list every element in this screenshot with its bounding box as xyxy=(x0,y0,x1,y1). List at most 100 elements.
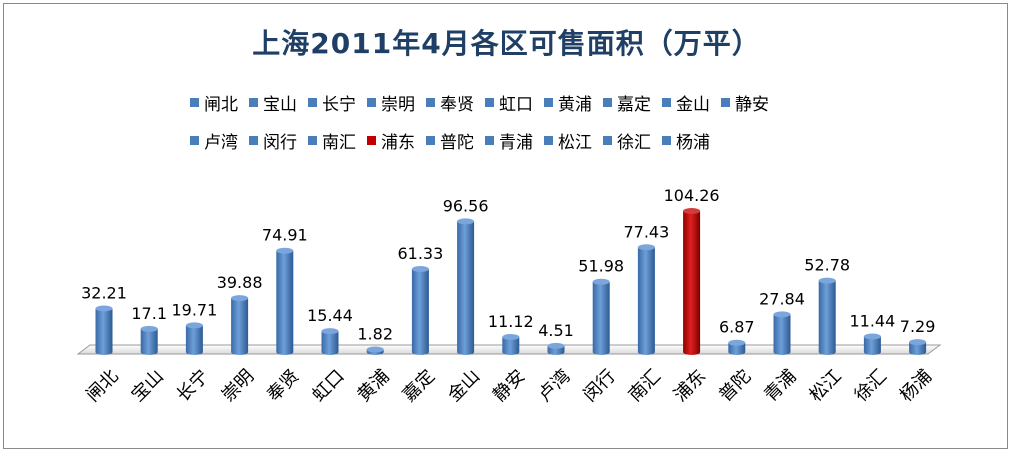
legend-swatch xyxy=(308,136,317,145)
legend-item: 静安 xyxy=(721,90,769,115)
bar-松江 xyxy=(818,277,836,355)
bar-奉贤 xyxy=(276,247,294,355)
category-label: 嘉定 xyxy=(399,366,439,406)
category-label: 南汇 xyxy=(625,366,665,406)
data-label: 39.88 xyxy=(217,273,263,292)
category-label: 奉贤 xyxy=(263,366,303,406)
category-label: 宝山 xyxy=(127,366,167,406)
bar-普陀 xyxy=(728,339,746,355)
bar-cap xyxy=(411,266,429,273)
legend-swatch xyxy=(190,136,199,145)
bar-cap xyxy=(547,342,565,349)
category-label: 崇明 xyxy=(218,366,258,406)
legend-label: 浦东 xyxy=(381,133,415,153)
bar-南汇 xyxy=(637,244,655,355)
category-label: 静安 xyxy=(489,366,529,406)
data-label: 32.21 xyxy=(81,283,127,302)
legend-item: 松江 xyxy=(544,128,592,153)
bar-静安 xyxy=(502,333,520,355)
bar-cap xyxy=(95,305,113,312)
legend-swatch xyxy=(603,136,612,145)
data-label: 104.26 xyxy=(664,186,720,205)
bar-body xyxy=(773,314,791,355)
legend-item: 金山 xyxy=(662,90,710,115)
legend-swatch xyxy=(426,136,435,145)
data-label: 27.84 xyxy=(759,289,805,308)
legend-item: 青浦 xyxy=(485,128,533,153)
legend-swatch xyxy=(308,98,317,107)
category-label: 杨浦 xyxy=(896,366,936,406)
legend-item: 嘉定 xyxy=(603,90,651,115)
bar-cap xyxy=(276,247,294,254)
bar-黄浦 xyxy=(366,346,384,355)
legend-label: 长宁 xyxy=(322,95,356,115)
legend-swatch xyxy=(190,98,199,107)
legend-item: 闵行 xyxy=(249,128,297,153)
bar-cap xyxy=(231,295,249,302)
category-label: 卢湾 xyxy=(534,366,574,406)
bar-cap xyxy=(366,346,384,353)
legend-item: 奉贤 xyxy=(426,90,474,115)
data-label: 52.78 xyxy=(804,256,850,275)
bar-body xyxy=(457,221,475,355)
bar-cap xyxy=(863,333,881,340)
bar-宝山 xyxy=(140,325,158,355)
bar-嘉定 xyxy=(411,266,429,355)
legend-swatch xyxy=(603,98,612,107)
bar-金山 xyxy=(457,218,475,355)
legend-row-2: 卢湾 闵行 南汇 浦东 普陀 青浦 松江 徐汇 杨浦 xyxy=(190,128,870,153)
legend-label: 徐汇 xyxy=(617,133,651,153)
legend-label: 嘉定 xyxy=(617,95,651,115)
bar-崇明 xyxy=(231,295,249,355)
legend-swatch xyxy=(721,98,730,107)
legend-label: 虹口 xyxy=(499,95,533,115)
legend-swatch xyxy=(662,98,671,107)
legend-item: 虹口 xyxy=(485,90,533,115)
bar-闸北 xyxy=(95,305,113,355)
legend-label: 奉贤 xyxy=(440,95,474,115)
legend-item: 宝山 xyxy=(249,90,297,115)
bar-cap xyxy=(502,333,520,340)
legend-item: 南汇 xyxy=(308,128,356,153)
legend-label: 卢湾 xyxy=(204,133,238,153)
bar-cap xyxy=(185,322,203,329)
category-label: 普陀 xyxy=(715,366,755,406)
data-label: 17.1 xyxy=(131,304,167,323)
category-label: 闵行 xyxy=(579,366,619,406)
chart-title: 上海2011年4月各区可售面积（万平） xyxy=(252,27,761,60)
bar-body xyxy=(728,342,746,355)
legend-label: 宝山 xyxy=(263,95,297,115)
data-label: 11.12 xyxy=(488,312,534,331)
legend-label: 闵行 xyxy=(263,133,297,153)
data-label: 61.33 xyxy=(397,244,443,263)
legend-item: 徐汇 xyxy=(603,128,651,153)
category-label: 虹口 xyxy=(308,366,348,406)
data-label: 51.98 xyxy=(578,257,624,276)
bar-cap xyxy=(140,325,158,332)
bar-cap xyxy=(592,278,610,285)
legend-label: 杨浦 xyxy=(676,133,710,153)
legend-item: 黄浦 xyxy=(544,90,592,115)
legend-item: 杨浦 xyxy=(662,128,710,153)
legend-swatch xyxy=(249,98,258,107)
bar-cap xyxy=(818,277,836,284)
legend-swatch xyxy=(249,136,258,145)
legend-swatch xyxy=(544,98,553,107)
data-label: 15.44 xyxy=(307,306,353,325)
bar-徐汇 xyxy=(863,333,881,355)
bar-body xyxy=(502,336,520,355)
bar-cap xyxy=(457,218,475,225)
legend-row-1: 闸北 宝山 长宁 崇明 奉贤 虹口 黄浦 嘉定 金山 静安 xyxy=(190,90,870,115)
bar-虹口 xyxy=(321,328,339,355)
data-label: 74.91 xyxy=(262,226,308,245)
data-label: 77.43 xyxy=(623,222,669,241)
legend-label: 松江 xyxy=(558,133,592,153)
data-label: 11.44 xyxy=(849,312,895,331)
bar-body xyxy=(909,342,927,355)
data-label: 96.56 xyxy=(443,196,489,215)
legend-item: 闸北 xyxy=(190,90,238,115)
bar-cap xyxy=(637,244,655,251)
bar-body xyxy=(95,308,113,355)
chart-frame xyxy=(3,3,1008,449)
